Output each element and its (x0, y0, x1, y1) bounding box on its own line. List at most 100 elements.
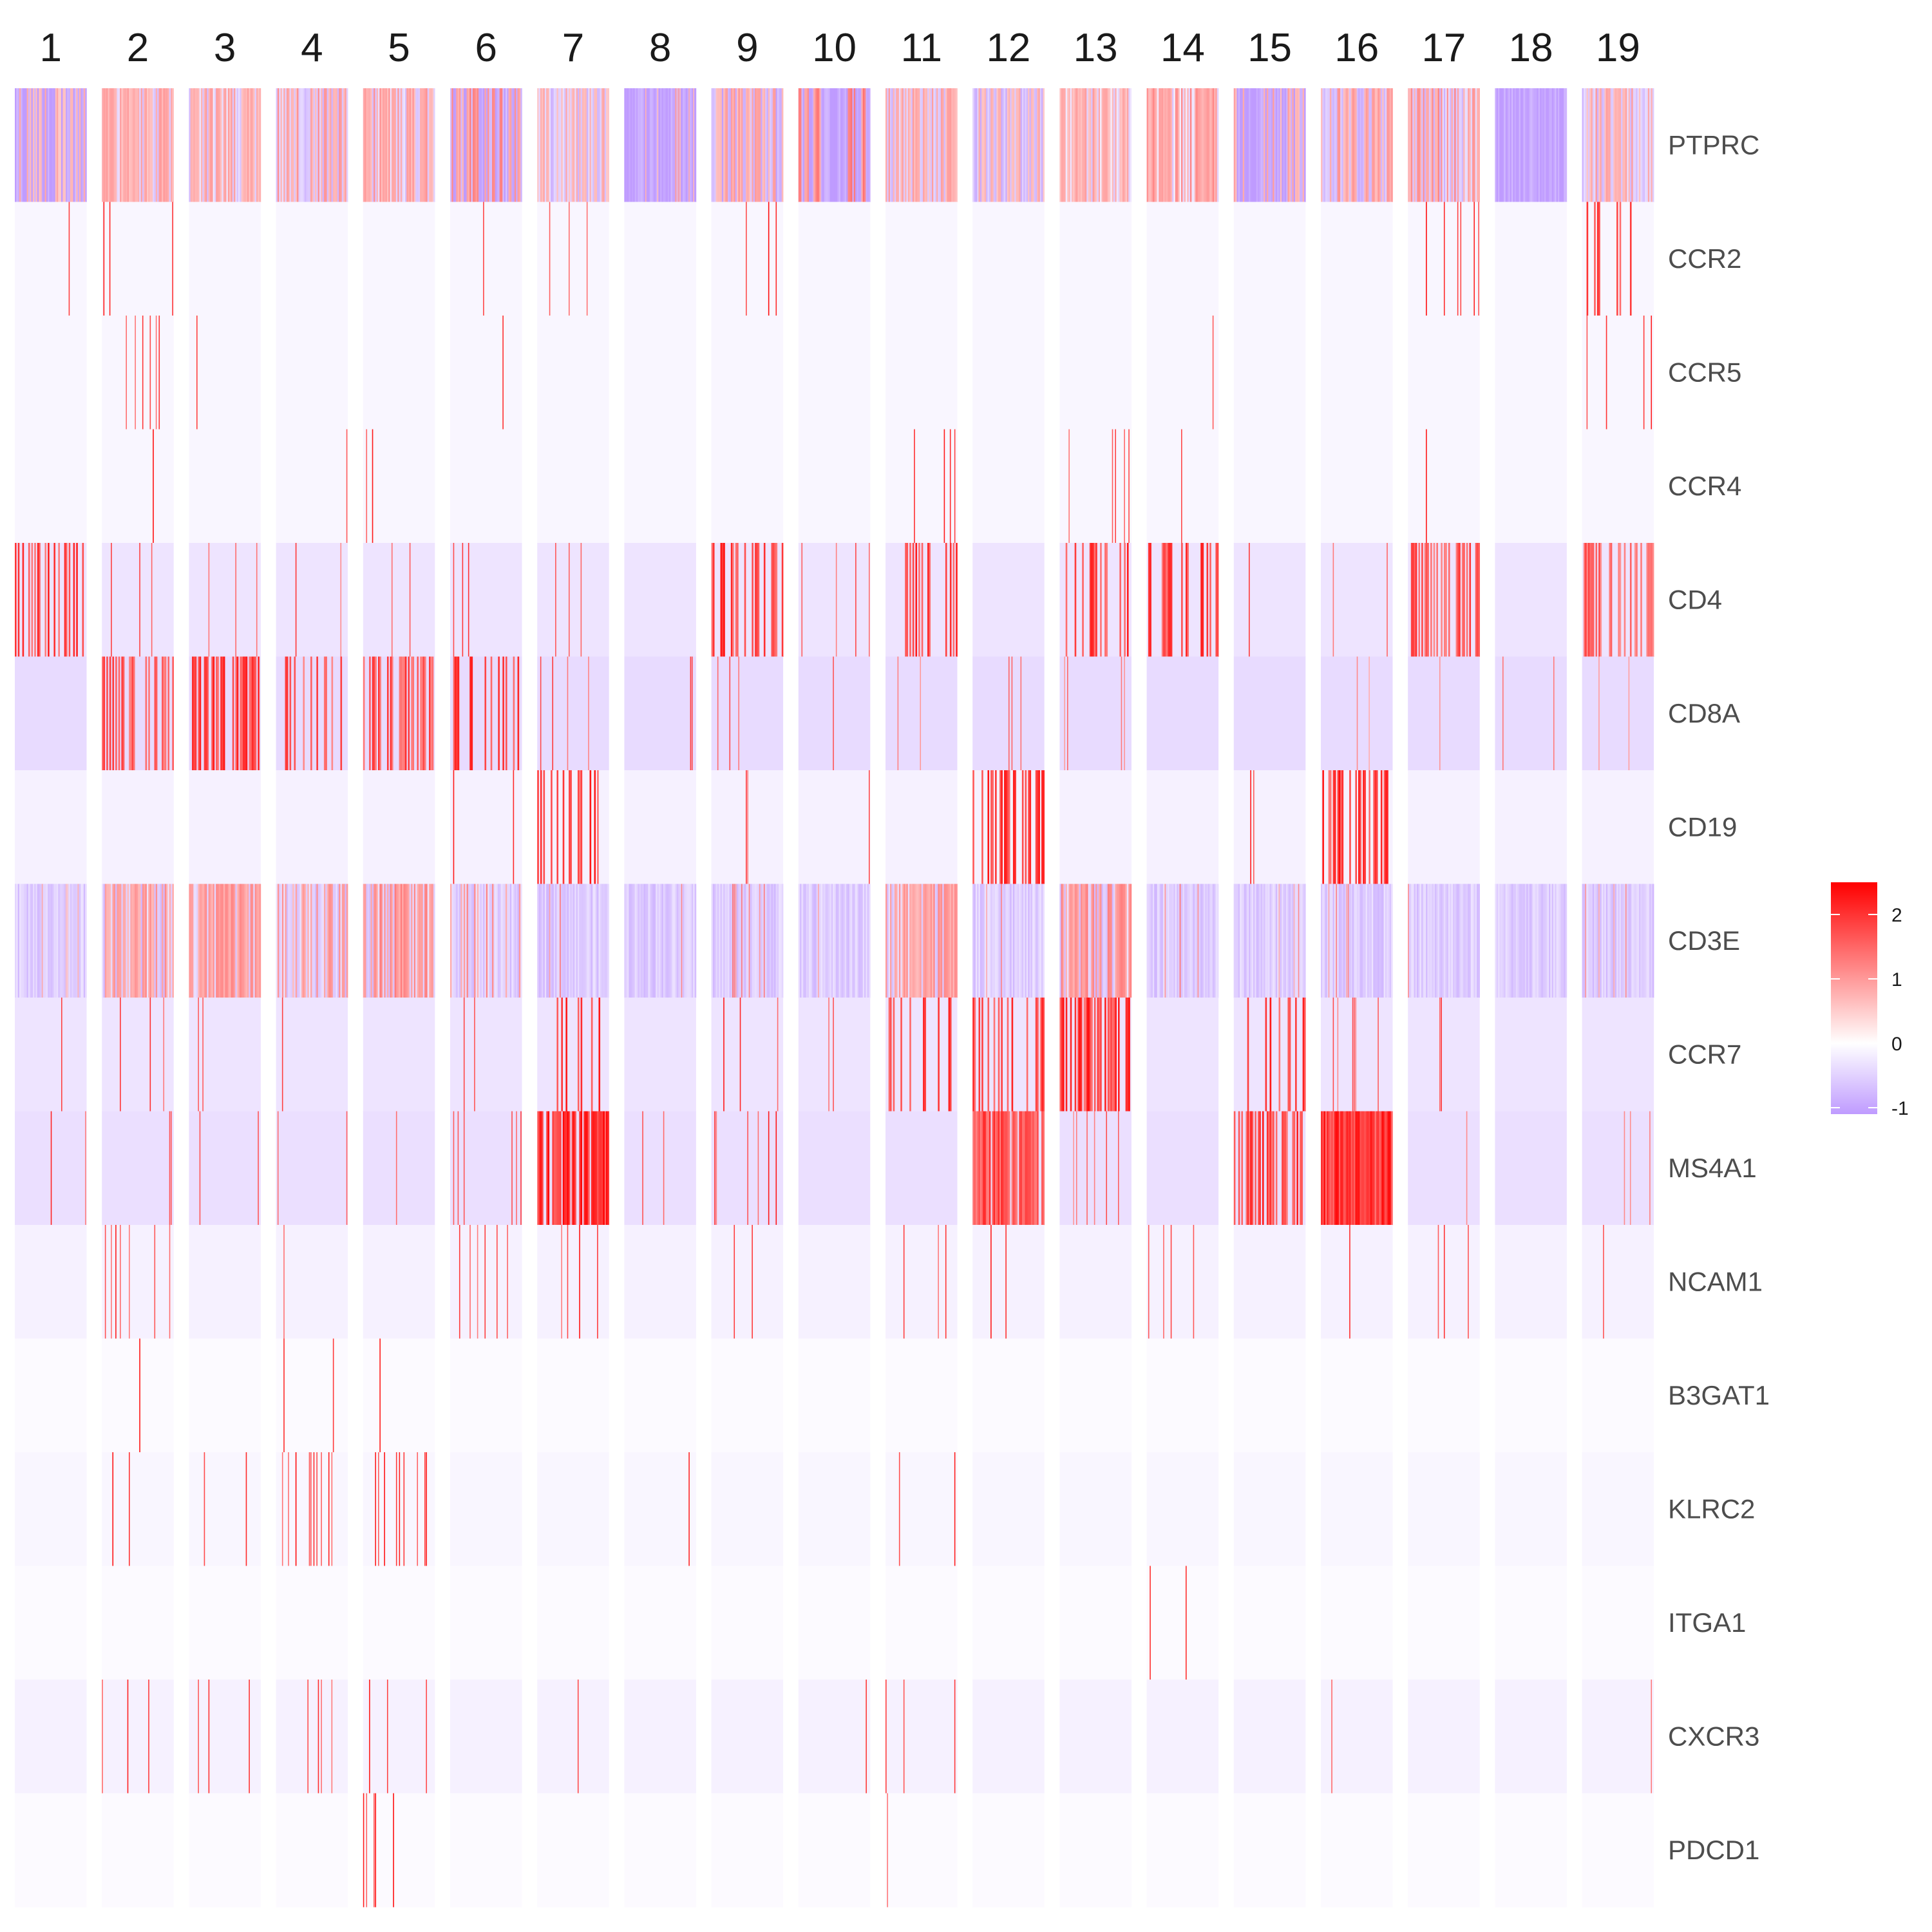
heatmap-cell-block (886, 543, 958, 657)
cell-stripe (227, 884, 230, 998)
cell-stripe (1300, 88, 1302, 202)
cell-stripe (1253, 770, 1255, 884)
cell-stripe (1587, 88, 1590, 202)
cell-stripe (1088, 998, 1090, 1112)
cell-stripe (1080, 998, 1083, 1112)
cell-stripe (1638, 884, 1641, 998)
cell-background (363, 1566, 435, 1680)
cell-stripe (579, 884, 581, 998)
heatmap-cell-block (102, 1793, 174, 1908)
cell-stripe (774, 543, 776, 657)
cell-stripe (1651, 88, 1653, 202)
cell-stripe (374, 1793, 375, 1908)
cell-stripe (1385, 884, 1387, 998)
cell-stripe (297, 88, 299, 202)
heatmap-cell-block (1321, 543, 1393, 657)
cell-stripe (912, 884, 914, 998)
cell-stripe (337, 88, 339, 202)
cell-stripe (339, 88, 341, 202)
cell-stripe (331, 656, 334, 771)
cell-stripe (777, 884, 779, 998)
cell-stripe (117, 88, 119, 202)
cell-stripe (135, 88, 137, 202)
cell-background (276, 1680, 348, 1794)
cell-stripe (1251, 884, 1254, 998)
cell-background (537, 1452, 609, 1566)
heatmap-cell-block (798, 88, 871, 202)
cell-stripe (555, 884, 557, 998)
cell-stripe (828, 998, 829, 1112)
cell-background (1582, 998, 1654, 1112)
cell-stripe (674, 88, 676, 202)
heatmap-cell-block (798, 1225, 871, 1339)
cell-stripe (1433, 543, 1435, 657)
cell-stripe (1043, 998, 1045, 1112)
cell-stripe (1001, 88, 1003, 202)
cell-stripe (1451, 88, 1454, 202)
cell-stripe (1091, 543, 1093, 657)
cell-stripe (316, 656, 318, 771)
cell-stripe (1124, 884, 1126, 998)
cell-stripe (1585, 884, 1586, 998)
cell-stripe (1329, 770, 1332, 884)
cell-stripe (842, 88, 844, 202)
heatmap-cell-block (1408, 1793, 1480, 1908)
cell-stripe (995, 884, 997, 998)
cell-stripe (366, 429, 368, 544)
cell-stripe (586, 1111, 589, 1226)
cell-background (624, 656, 696, 771)
heatmap-cell-block (450, 202, 522, 316)
cell-stripe (108, 88, 110, 202)
cell-stripe (1244, 884, 1246, 998)
cell-background (1495, 998, 1567, 1112)
cell-stripe (208, 543, 210, 657)
cell-stripe (426, 1680, 427, 1794)
cell-stripe (514, 88, 516, 202)
cell-stripe (298, 88, 301, 202)
cell-stripe (196, 316, 198, 430)
heatmap-cell-block (624, 1566, 696, 1680)
cell-stripe (1003, 88, 1006, 202)
cell-stripe (866, 1680, 867, 1794)
cell-stripe (948, 998, 951, 1112)
cell-stripe (163, 884, 166, 998)
cell-background (189, 429, 261, 544)
cell-background (1321, 202, 1393, 316)
cell-stripe (1439, 998, 1441, 1112)
cell-stripe (739, 998, 741, 1112)
cell-stripe (1341, 884, 1344, 998)
heatmap-cell-block (1059, 316, 1132, 430)
heatmap-cell-block (15, 543, 87, 657)
cell-stripe (1598, 202, 1600, 316)
cell-stripe (1291, 884, 1293, 998)
cell-background (15, 1338, 87, 1453)
cell-stripe (106, 88, 108, 202)
cell-stripe (1269, 88, 1272, 202)
heatmap-cell-block (711, 1452, 784, 1566)
cell-stripe (1250, 770, 1251, 884)
cell-stripe (1445, 88, 1447, 202)
heatmap-cell-block (798, 1680, 871, 1794)
cell-stripe (772, 884, 775, 998)
cell-stripe (1181, 88, 1183, 202)
cell-stripe (409, 88, 412, 202)
cell-stripe (1023, 884, 1025, 998)
cell-stripe (484, 884, 487, 998)
cell-stripe (978, 884, 981, 998)
cell-stripe (148, 88, 150, 202)
cell-stripe (754, 884, 757, 998)
cell-stripe (902, 884, 904, 998)
cell-stripe (1610, 543, 1613, 657)
cell-stripe (471, 884, 473, 998)
cell-stripe (1202, 88, 1204, 202)
cell-stripe (636, 88, 638, 202)
cell-stripe (756, 543, 758, 657)
cell-stripe (1461, 88, 1464, 202)
cell-stripe (1005, 770, 1007, 884)
cell-stripe (39, 543, 41, 657)
cell-stripe (1450, 88, 1452, 202)
cell-stripe (1367, 88, 1369, 202)
cell-background (624, 202, 696, 316)
cell-stripe (1173, 884, 1176, 998)
cell-stripe (1169, 884, 1171, 998)
